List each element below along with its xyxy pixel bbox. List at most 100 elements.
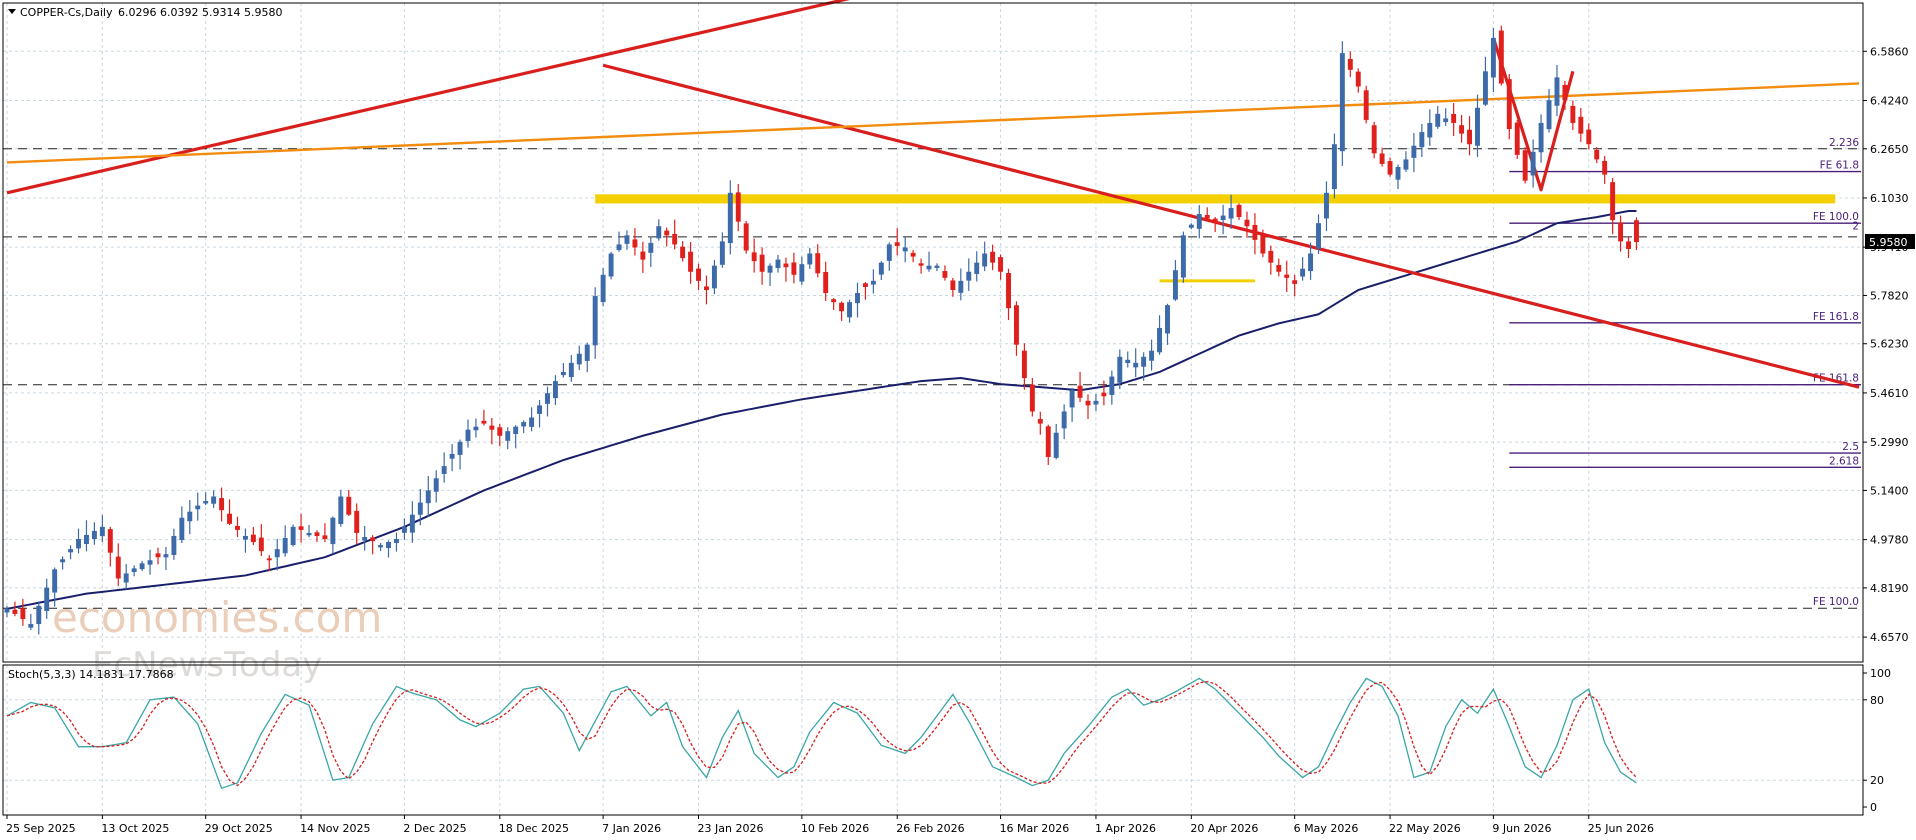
candle: [409, 501, 415, 543]
candle: [131, 565, 137, 577]
candle: [203, 492, 209, 506]
candle-body: [107, 529, 113, 553]
candle-body: [592, 296, 598, 346]
candle-body: [139, 563, 145, 570]
candle: [219, 487, 225, 522]
candle: [171, 528, 177, 560]
candle: [346, 489, 352, 517]
candle: [958, 268, 964, 301]
candle: [1626, 236, 1631, 259]
time-tick-label: 25 Sep 2025: [6, 822, 76, 835]
candle-body: [481, 420, 487, 424]
candle: [632, 228, 638, 256]
candle-body: [767, 265, 773, 273]
candle: [1204, 207, 1210, 222]
candle-body: [1626, 241, 1631, 249]
level-label: FE 100.0: [1813, 596, 1859, 608]
collapse-triangle-icon[interactable]: [8, 9, 16, 14]
stoch-main-line: [6, 677, 1637, 790]
candle-body: [1252, 224, 1258, 240]
candle: [966, 258, 972, 292]
candle: [417, 488, 423, 526]
candle-body: [1316, 223, 1321, 249]
candle-body: [505, 431, 511, 441]
candle-body: [115, 556, 121, 579]
candle-body: [76, 539, 81, 549]
candle: [759, 247, 765, 285]
candle-body: [219, 498, 225, 511]
candle: [1085, 394, 1091, 419]
candle: [1220, 204, 1226, 235]
candle-body: [855, 293, 860, 304]
time-tick-label: 9 Jun 2026: [1492, 822, 1551, 835]
time-axis: 25 Sep 2025 13 Oct 2025 29 Oct 2025 14 Nov …: [6, 815, 1654, 835]
candle-body: [330, 517, 336, 545]
candle: [886, 242, 892, 271]
moving-average: [6, 210, 1637, 610]
candle-body: [719, 241, 725, 265]
candle-body: [1387, 161, 1393, 175]
candle-body: [1323, 192, 1329, 219]
candle-body: [28, 624, 34, 628]
candle-body: [1554, 77, 1560, 106]
candle: [815, 244, 821, 278]
candle-body: [1180, 235, 1186, 278]
candle-body: [1395, 166, 1401, 180]
candle: [91, 522, 97, 545]
candle: [433, 470, 439, 503]
candle: [1061, 404, 1067, 440]
candle: [656, 219, 662, 241]
candle-body: [314, 532, 320, 536]
candle-body: [576, 353, 582, 365]
candle: [44, 578, 50, 619]
time-tick-label: 25 Jun 2026: [1588, 822, 1654, 835]
candle-body: [473, 426, 479, 431]
candle: [696, 263, 701, 291]
candle: [1101, 380, 1107, 406]
candle-body: [727, 192, 733, 244]
candle-body: [235, 525, 240, 530]
candle: [719, 232, 725, 268]
candle-body: [1602, 160, 1608, 175]
candle: [20, 598, 26, 626]
candle-body: [696, 268, 701, 281]
candle-body: [1069, 390, 1075, 408]
candle: [1347, 51, 1353, 78]
candle: [1268, 245, 1274, 275]
candle-body: [560, 371, 566, 376]
candle: [4, 606, 10, 618]
candle: [36, 601, 42, 635]
candle-body: [346, 496, 352, 515]
candle-body: [529, 417, 535, 427]
fib-label: FE 61.8: [1820, 160, 1859, 172]
candle: [250, 527, 256, 545]
candle: [1117, 349, 1123, 390]
candle-body: [91, 530, 97, 540]
current-price-label: 5.9580: [1869, 236, 1908, 249]
candle-body: [1530, 151, 1536, 176]
candle-body: [537, 405, 543, 414]
candle: [1419, 124, 1425, 158]
level-label: 2.236: [1829, 137, 1859, 149]
candle-body: [1053, 432, 1059, 458]
candle: [807, 248, 813, 269]
candle-body: [823, 271, 829, 294]
candle: [1053, 423, 1059, 460]
candle-body: [926, 265, 932, 270]
stoch-tick-label: 0: [1870, 801, 1877, 814]
candle: [330, 516, 336, 554]
price-axis: 6.58606.42406.26506.10305.94105.78205.62…: [1863, 45, 1909, 644]
candle-body: [982, 253, 988, 267]
candle: [115, 543, 121, 587]
candle: [393, 532, 399, 552]
candle-body: [1125, 359, 1131, 364]
candle: [211, 490, 217, 508]
candle: [354, 503, 360, 545]
candle: [545, 386, 550, 417]
candle: [179, 506, 185, 543]
candle-body: [1101, 392, 1107, 397]
price-tick-label: 4.8190: [1870, 582, 1909, 595]
stoch-signal-line: [6, 680, 1637, 787]
candle: [521, 420, 527, 433]
candle-body: [1021, 350, 1027, 379]
